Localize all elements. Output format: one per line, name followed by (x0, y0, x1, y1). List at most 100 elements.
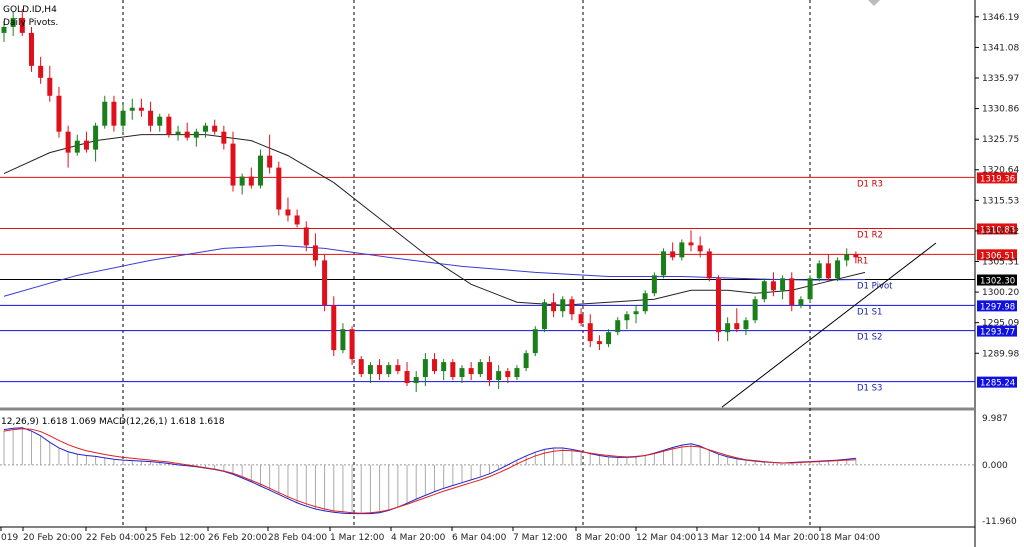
candle-body (221, 131, 227, 144)
candle-body (477, 362, 483, 375)
level-price-value: 1293.77 (980, 328, 1015, 338)
price-tick-label: 1310.42 (982, 227, 1019, 237)
symbol-label: GOLD.ID,H4 (3, 5, 57, 15)
candle-body (56, 95, 62, 132)
candle-body (642, 293, 648, 312)
candle-body (780, 278, 786, 291)
candle-body (257, 155, 263, 186)
time-tick-label: 4 Mar 20:00 (391, 533, 446, 543)
candle-body (606, 332, 612, 345)
candle-body (715, 278, 721, 333)
candle-body (10, 17, 16, 27)
pivot-level-label: R1 (857, 256, 868, 266)
candle-body (148, 110, 154, 126)
candle-body (844, 254, 850, 261)
candle-body (331, 305, 337, 351)
candle-body (624, 314, 630, 321)
level-price-tag (977, 249, 1017, 261)
candle-body (798, 299, 804, 306)
candle-body (651, 275, 657, 294)
candle-body (322, 260, 328, 306)
macd-header: 12,26,9) 1.618 1.069 MACD(12,26,1) 1.618… (1, 417, 225, 427)
time-tick-label: 28 Feb 04:00 (268, 533, 327, 543)
candle-body (248, 176, 254, 186)
time-tick-label: 20 Feb 20:00 (23, 533, 82, 543)
time-tick-label: 6 Mar 04:00 (452, 533, 507, 543)
pivot-level-label: D1 Pivot (857, 282, 893, 292)
pivot-level-label: D1 R2 (857, 230, 883, 240)
candle-body (19, 17, 25, 33)
candle-body (358, 359, 364, 375)
candle-body (532, 329, 538, 354)
candle-body (230, 143, 236, 186)
candle-body (367, 365, 373, 375)
candle-body (65, 131, 71, 153)
candle-body (560, 299, 566, 312)
level-price-value: 1310.83 (980, 225, 1015, 235)
candle-body (505, 371, 511, 378)
candle-body (807, 278, 813, 300)
level-price-value: 1285.24 (980, 379, 1015, 389)
candle-body (74, 140, 80, 153)
candle-body (670, 251, 676, 258)
chart-shift-marker[interactable] (868, 0, 880, 6)
price-tick-label: 1289.98 (982, 349, 1019, 359)
level-price-tag (977, 325, 1017, 337)
level-price-value: 1297.98 (980, 302, 1015, 312)
candle-body (633, 311, 639, 315)
price-tick-label: 1341.08 (982, 43, 1019, 53)
price-tick-label: 1320.64 (982, 166, 1019, 176)
level-price-value: 1302.30 (980, 277, 1015, 287)
time-tick-label: 14 Mar 20:00 (759, 533, 819, 543)
candle-body (514, 368, 520, 378)
candle-body (432, 359, 438, 372)
macd-tick-label: 0.000 (982, 461, 1008, 471)
candle-body (706, 251, 712, 279)
candle-body (193, 131, 199, 138)
candle-body (377, 365, 383, 375)
candle-body (38, 65, 44, 78)
time-tick-label: 26 Feb 20:00 (208, 533, 267, 543)
pivot-level-label: D1 R3 (857, 179, 883, 189)
price-tick-label: 1325.75 (982, 135, 1019, 145)
candle-body (486, 362, 492, 381)
ma-fast-line (3, 134, 866, 306)
candle-body (157, 116, 163, 126)
time-tick-label: 18 Mar 04:00 (820, 533, 880, 543)
candle-body (816, 263, 822, 279)
candle-body (853, 254, 859, 258)
time-tick-label: 12 Mar 04:00 (636, 533, 696, 543)
price-tick-label: 1330.86 (982, 105, 1019, 115)
trendline[interactable] (721, 242, 937, 408)
price-tick-label: 1305.31 (982, 257, 1019, 267)
candle-body (468, 368, 474, 375)
level-price-value: 1319.36 (980, 174, 1015, 184)
candle-body (615, 320, 621, 333)
candle-body (523, 353, 529, 369)
candle-body (835, 260, 841, 279)
candle-body (596, 341, 602, 345)
candle-body (679, 242, 685, 258)
candle-body (578, 314, 584, 324)
candle-body (725, 323, 731, 333)
candle-body (166, 116, 172, 135)
candle-body (422, 359, 428, 378)
pivot-level-label: D1 S2 (857, 333, 882, 343)
pivot-level-label: D1 S1 (857, 307, 882, 317)
candle-body (102, 101, 108, 126)
candle-body (404, 371, 410, 384)
candle-body (120, 110, 126, 126)
candle-body (312, 245, 318, 261)
candle-body (450, 362, 456, 378)
candle-body (734, 323, 740, 330)
candle-body (789, 278, 795, 306)
candle-body (770, 281, 776, 291)
candle-body (47, 77, 53, 96)
macd-tick-label: -11.960 (982, 517, 1017, 527)
candle-body (212, 125, 218, 132)
signal-line (3, 428, 856, 514)
time-tick-label: 1 Mar 12:00 (330, 533, 385, 543)
price-tick-label: 1300.20 (982, 288, 1019, 298)
time-tick-label: 13 Mar 12:00 (697, 533, 757, 543)
